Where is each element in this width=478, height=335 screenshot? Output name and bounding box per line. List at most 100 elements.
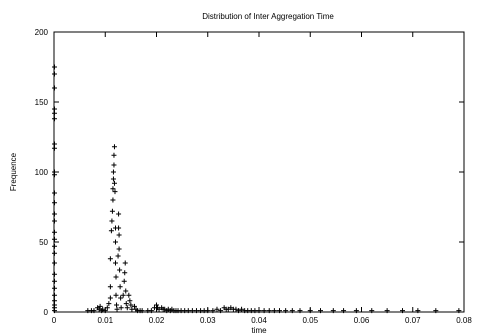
data-point: [108, 228, 114, 234]
y-tick-label: 150: [35, 98, 49, 107]
data-point: [289, 308, 295, 314]
data-point: [118, 295, 124, 301]
data-point: [111, 180, 117, 186]
x-tick-label: 0.07: [405, 316, 421, 325]
data-point: [205, 308, 211, 314]
data-point: [52, 278, 58, 284]
data-point: [154, 302, 159, 308]
y-tick-label: 50: [39, 238, 48, 247]
data-point: [52, 260, 58, 266]
data-point: [353, 308, 359, 314]
data-point: [52, 229, 58, 235]
data-point: [113, 274, 119, 280]
data-point: [52, 106, 58, 112]
data-point: [52, 110, 58, 116]
data-point: [228, 305, 234, 311]
data-point: [120, 292, 126, 298]
data-point: [266, 308, 272, 314]
data-point: [117, 284, 123, 290]
data-point: [122, 270, 128, 276]
data-point: [117, 267, 123, 273]
data-point: [369, 308, 375, 314]
data-point: [52, 285, 58, 291]
data-point: [415, 308, 421, 314]
data-point: [113, 239, 118, 245]
axis-ticks: 0 0.01 0.02 0.03 0.04 0.05 0.06 0.07 0.08 0 50 100 1…: [35, 28, 473, 325]
data-point: [131, 303, 137, 309]
data-point: [110, 186, 116, 192]
data-point: [52, 211, 58, 217]
data-point: [110, 169, 116, 175]
data-point: [91, 308, 97, 314]
chart-title: Distribution of Inter Aggregation Time: [202, 12, 334, 21]
data-point: [109, 218, 115, 224]
data-point: [116, 211, 122, 217]
data-point: [233, 306, 239, 312]
data-point: [52, 218, 58, 224]
data-point: [126, 292, 132, 298]
data-point: [52, 292, 58, 298]
x-tick-label: 0.04: [251, 316, 267, 325]
data-point: [107, 295, 113, 301]
data-point: [139, 308, 145, 314]
x-tick-label: 0.06: [354, 316, 370, 325]
data-point: [52, 71, 58, 77]
data-point: [52, 145, 58, 151]
data-point: [128, 302, 134, 308]
data-point: [116, 225, 122, 231]
data-point: [107, 256, 113, 262]
data-point: [218, 308, 224, 314]
data-point: [256, 308, 262, 314]
data-point: [52, 236, 58, 242]
data-point: [121, 278, 127, 284]
data-point: [111, 162, 117, 168]
data-point: [110, 197, 116, 203]
data-point: [97, 303, 103, 309]
data-points: [52, 64, 462, 314]
data-point: [52, 116, 58, 122]
data-point: [297, 308, 303, 314]
data-point: [106, 301, 112, 307]
data-point: [400, 308, 405, 314]
data-point: [52, 190, 58, 196]
data-point: [52, 250, 58, 256]
data-point: [114, 302, 120, 308]
data-point: [124, 305, 130, 311]
data-point: [52, 64, 58, 70]
data-point: [112, 189, 118, 195]
data-point: [123, 301, 129, 307]
data-point: [52, 271, 58, 277]
data-point: [107, 284, 113, 290]
data-point: [114, 306, 120, 312]
y-tick-label: 200: [35, 28, 49, 37]
data-point: [52, 141, 58, 147]
data-point: [116, 246, 122, 252]
y-tick-label: 0: [44, 308, 49, 317]
x-tick-label: 0.02: [149, 316, 165, 325]
data-point: [341, 308, 347, 314]
x-tick-label: 0.05: [302, 316, 318, 325]
data-point: [52, 243, 58, 249]
data-point: [236, 308, 241, 314]
data-point: [210, 308, 216, 314]
data-point: [52, 172, 58, 178]
data-point: [52, 308, 58, 314]
data-point: [123, 288, 129, 294]
data-point: [330, 308, 336, 314]
y-axis-title: Frequence: [9, 152, 18, 191]
data-point: [113, 260, 118, 266]
x-tick-label: 0: [52, 316, 57, 325]
data-point: [261, 308, 267, 314]
data-point: [111, 152, 117, 158]
data-point: [148, 308, 154, 314]
data-point: [52, 200, 58, 206]
data-point: [127, 298, 133, 304]
x-tick-label: 0.03: [200, 316, 216, 325]
data-point: [110, 176, 116, 182]
x-axis-title: time: [251, 326, 267, 335]
data-point: [225, 306, 231, 312]
data-point: [52, 85, 58, 91]
x-tick-label: 0.01: [97, 316, 113, 325]
data-point: [277, 308, 282, 314]
